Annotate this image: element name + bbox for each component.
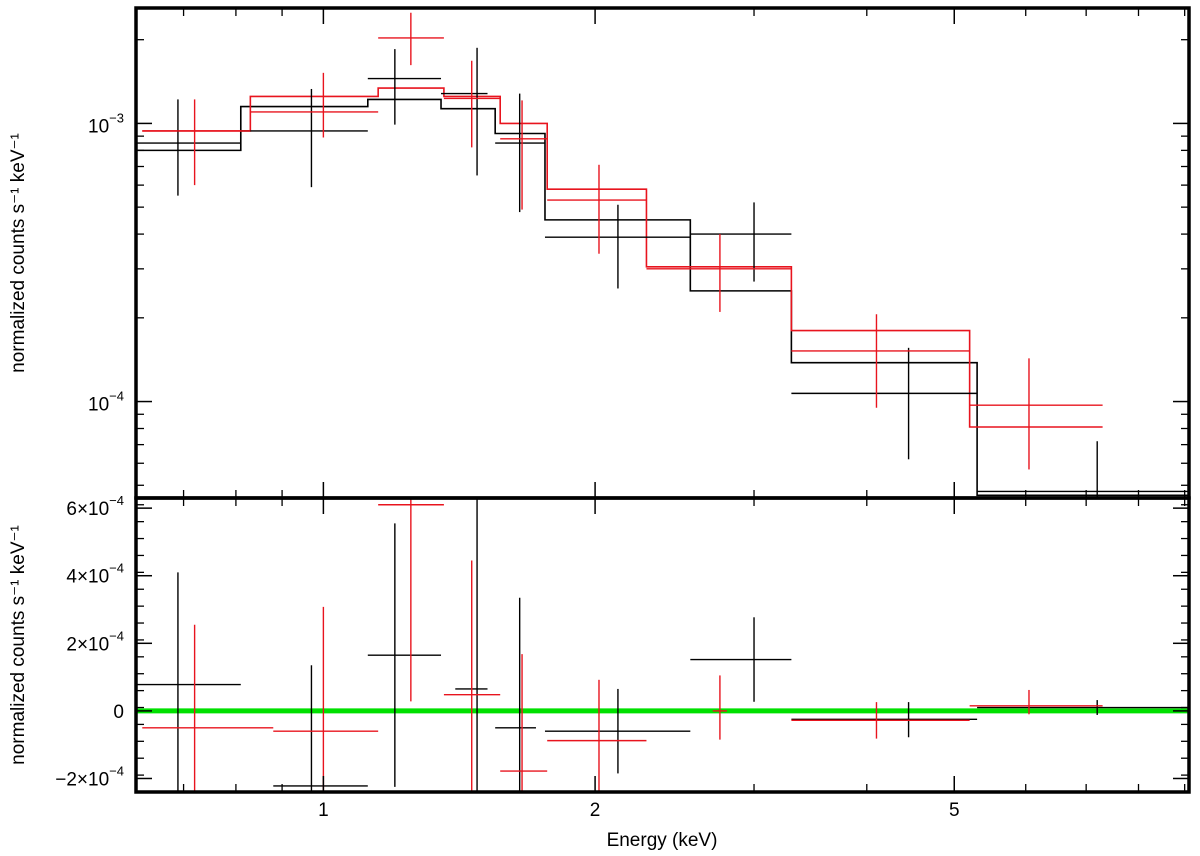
residuals-frame	[134, 496, 1191, 794]
residuals-data-layer	[136, 498, 1189, 792]
x-axis-title: Energy (keV)	[607, 830, 718, 851]
spectrum-frame	[134, 6, 1191, 500]
x-tick-label-2: 5	[949, 800, 960, 821]
red-model-step-line	[142, 87, 1103, 428]
spectrum-panel	[136, 12, 1189, 498]
spectrum-data-layer	[136, 12, 1189, 498]
spectrum-y-tick-label-1: 10−4	[88, 389, 124, 416]
top-y-axis-title: normalized counts s⁻¹ keV⁻¹	[8, 133, 29, 373]
residuals-panel	[136, 498, 1189, 792]
x-tick-label-0: 1	[318, 800, 329, 821]
residuals-y-tick-label-1: 4×10−4	[66, 561, 124, 588]
black-model-step-line	[136, 98, 1189, 497]
residuals-y-tick-label-4: −2×10−4	[55, 764, 124, 791]
spectrum-y-tick-label-0: 10−3	[88, 111, 124, 138]
residuals-y-tick-label-3: 0	[113, 702, 124, 723]
bottom-y-axis-title: normalized counts s⁻¹ keV⁻¹	[8, 525, 29, 765]
residuals-y-tick-label-2: 2×10−4	[66, 629, 124, 656]
x-tick-label-1: 2	[590, 800, 601, 821]
residuals-y-tick-label-0: 6×10−4	[66, 494, 124, 521]
labels-layer: 10−3 10−4 6×10−4 4×10−4 2×10−4 0 −2×10−4 1 2 5	[55, 111, 959, 821]
axes-layer	[134, 6, 1191, 794]
